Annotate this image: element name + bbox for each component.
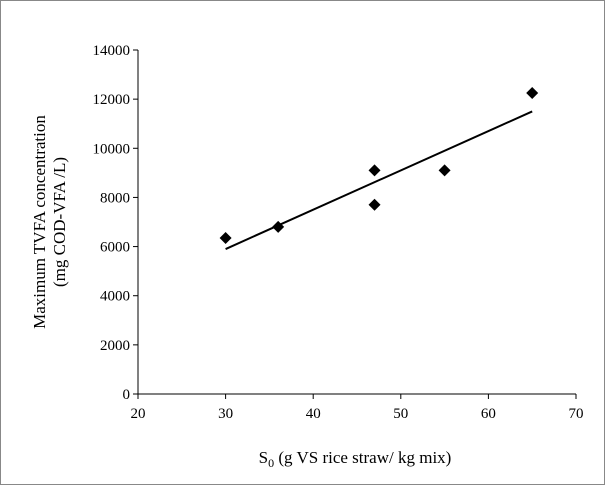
y-tick-label: 8000 <box>100 190 130 206</box>
y-tick-label: 10000 <box>93 141 131 157</box>
y-tick-label: 14000 <box>93 43 131 59</box>
x-label-subscript: 0 <box>268 456 274 470</box>
y-label-line: (mg COD-VFA /L) <box>50 157 69 287</box>
y-label-line: Maximum TVFA concentration <box>30 115 49 329</box>
point <box>368 164 381 177</box>
point <box>219 231 232 244</box>
point <box>272 220 285 233</box>
y-axis-label: Maximum TVFA concentration (mg COD-VFA /… <box>30 115 69 329</box>
y-tick-label: 2000 <box>100 338 130 354</box>
y-tick-label: 4000 <box>100 289 130 305</box>
y-tick-label: 12000 <box>93 92 131 108</box>
point <box>368 198 381 211</box>
point <box>526 87 539 99</box>
x-tick-label: 70 <box>569 406 584 422</box>
x-tick-label: 30 <box>218 406 233 422</box>
x-tick-label: 50 <box>393 406 408 422</box>
y-tick-label: 6000 <box>100 240 130 256</box>
x-tick-label: 60 <box>481 406 496 422</box>
x-tick-label: 40 <box>306 406 321 422</box>
x-tick-label: 20 <box>131 406 146 422</box>
x-axis-label: S0 (g VS rice straw/ kg mix) <box>259 448 452 470</box>
y-tick-label: 0 <box>123 387 131 403</box>
x-label-symbol: S <box>259 448 268 467</box>
point <box>438 164 451 177</box>
x-label-text: (g VS rice straw/ kg mix) <box>274 448 451 467</box>
